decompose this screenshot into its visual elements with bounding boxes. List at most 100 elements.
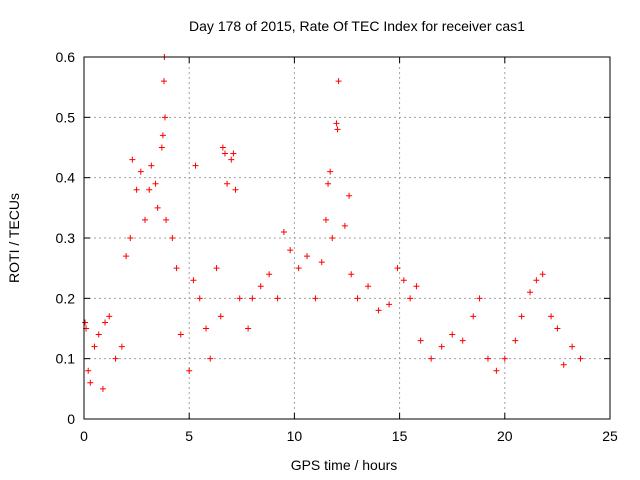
- grid-lines: [84, 57, 610, 419]
- data-point: [560, 361, 567, 368]
- x-axis-label: GPS time / hours: [291, 457, 398, 473]
- x-tick-label: 5: [185, 428, 193, 444]
- data-point: [333, 120, 340, 127]
- x-tick-label: 10: [287, 428, 303, 444]
- data-point: [577, 355, 584, 362]
- data-point: [527, 289, 534, 296]
- data-point: [318, 259, 325, 266]
- data-point: [365, 283, 372, 290]
- x-tick-label: 15: [392, 428, 408, 444]
- data-point: [146, 186, 153, 193]
- y-tick-label: 0.3: [56, 230, 76, 246]
- data-point: [118, 343, 125, 350]
- data-point: [123, 253, 130, 260]
- data-point: [518, 313, 525, 320]
- data-point: [160, 78, 167, 85]
- data-point: [274, 295, 281, 302]
- data-point: [548, 313, 555, 320]
- data-point: [148, 162, 155, 169]
- data-point: [154, 204, 161, 211]
- data-point: [142, 216, 149, 223]
- data-point: [232, 186, 239, 193]
- data-point: [428, 355, 435, 362]
- data-point: [341, 222, 348, 229]
- data-point: [329, 235, 336, 241]
- data-point: [334, 126, 341, 133]
- data-point: [99, 385, 106, 392]
- y-tick-label: 0: [67, 411, 75, 427]
- data-point: [304, 253, 311, 260]
- y-tick-label: 0.1: [56, 351, 76, 367]
- data-point: [394, 265, 401, 272]
- data-point: [137, 168, 144, 175]
- data-point: [295, 265, 302, 272]
- data-point: [213, 265, 220, 272]
- data-point: [169, 235, 176, 241]
- data-point: [327, 168, 334, 175]
- data-point: [127, 235, 134, 241]
- data-point: [346, 192, 353, 199]
- data-point: [569, 343, 576, 350]
- data-point: [203, 325, 210, 332]
- data-points: [82, 54, 584, 392]
- data-point: [512, 337, 519, 344]
- data-point: [217, 313, 224, 320]
- data-point: [219, 144, 226, 151]
- data-point: [322, 216, 329, 223]
- data-point: [348, 271, 355, 278]
- data-point: [249, 295, 256, 302]
- data-point: [173, 265, 180, 272]
- x-tick-label: 25: [602, 428, 618, 444]
- data-point: [438, 343, 445, 350]
- y-tick-label: 0.6: [56, 49, 76, 65]
- data-point: [266, 271, 273, 278]
- data-point: [152, 180, 159, 187]
- data-point: [158, 144, 165, 151]
- data-point: [186, 367, 193, 374]
- data-point: [177, 331, 184, 338]
- data-point: [484, 355, 491, 362]
- data-point: [501, 355, 508, 362]
- y-tick-labels: 0 0.1 0.2 0.3 0.4 0.5 0.6: [56, 49, 76, 427]
- x-tick-label: 20: [497, 428, 513, 444]
- data-point: [228, 156, 235, 163]
- data-point: [159, 132, 166, 139]
- plot-frame: [83, 56, 611, 420]
- data-point: [400, 277, 407, 284]
- data-point: [190, 277, 197, 284]
- data-point: [221, 150, 228, 157]
- data-point: [470, 313, 477, 320]
- data-point: [236, 295, 243, 302]
- data-point: [82, 319, 89, 326]
- data-point: [554, 325, 561, 332]
- data-point: [207, 355, 214, 362]
- data-point: [325, 180, 332, 187]
- data-point: [413, 283, 420, 290]
- data-point: [224, 180, 231, 187]
- data-point: [129, 156, 136, 163]
- data-point: [539, 271, 546, 278]
- data-point: [476, 295, 483, 302]
- data-point: [163, 216, 170, 223]
- data-point: [417, 337, 424, 344]
- chart-title: Day 178 of 2015, Rate Of TEC Index for r…: [189, 18, 525, 34]
- data-point: [407, 295, 414, 302]
- data-point: [449, 331, 456, 338]
- data-point: [85, 367, 92, 374]
- data-point: [335, 78, 342, 85]
- y-tick-label: 0.4: [56, 170, 76, 186]
- data-point: [91, 343, 98, 350]
- data-point: [95, 331, 102, 338]
- data-point: [196, 295, 203, 302]
- data-point: [133, 186, 140, 193]
- data-point: [287, 247, 294, 254]
- data-point: [192, 162, 199, 169]
- x-tick-labels: 0 5 10 15 20 25: [80, 428, 618, 444]
- y-tick-label: 0.2: [56, 290, 76, 306]
- data-point: [106, 313, 113, 320]
- data-point: [386, 301, 393, 308]
- data-point: [230, 150, 237, 157]
- data-point: [312, 295, 319, 302]
